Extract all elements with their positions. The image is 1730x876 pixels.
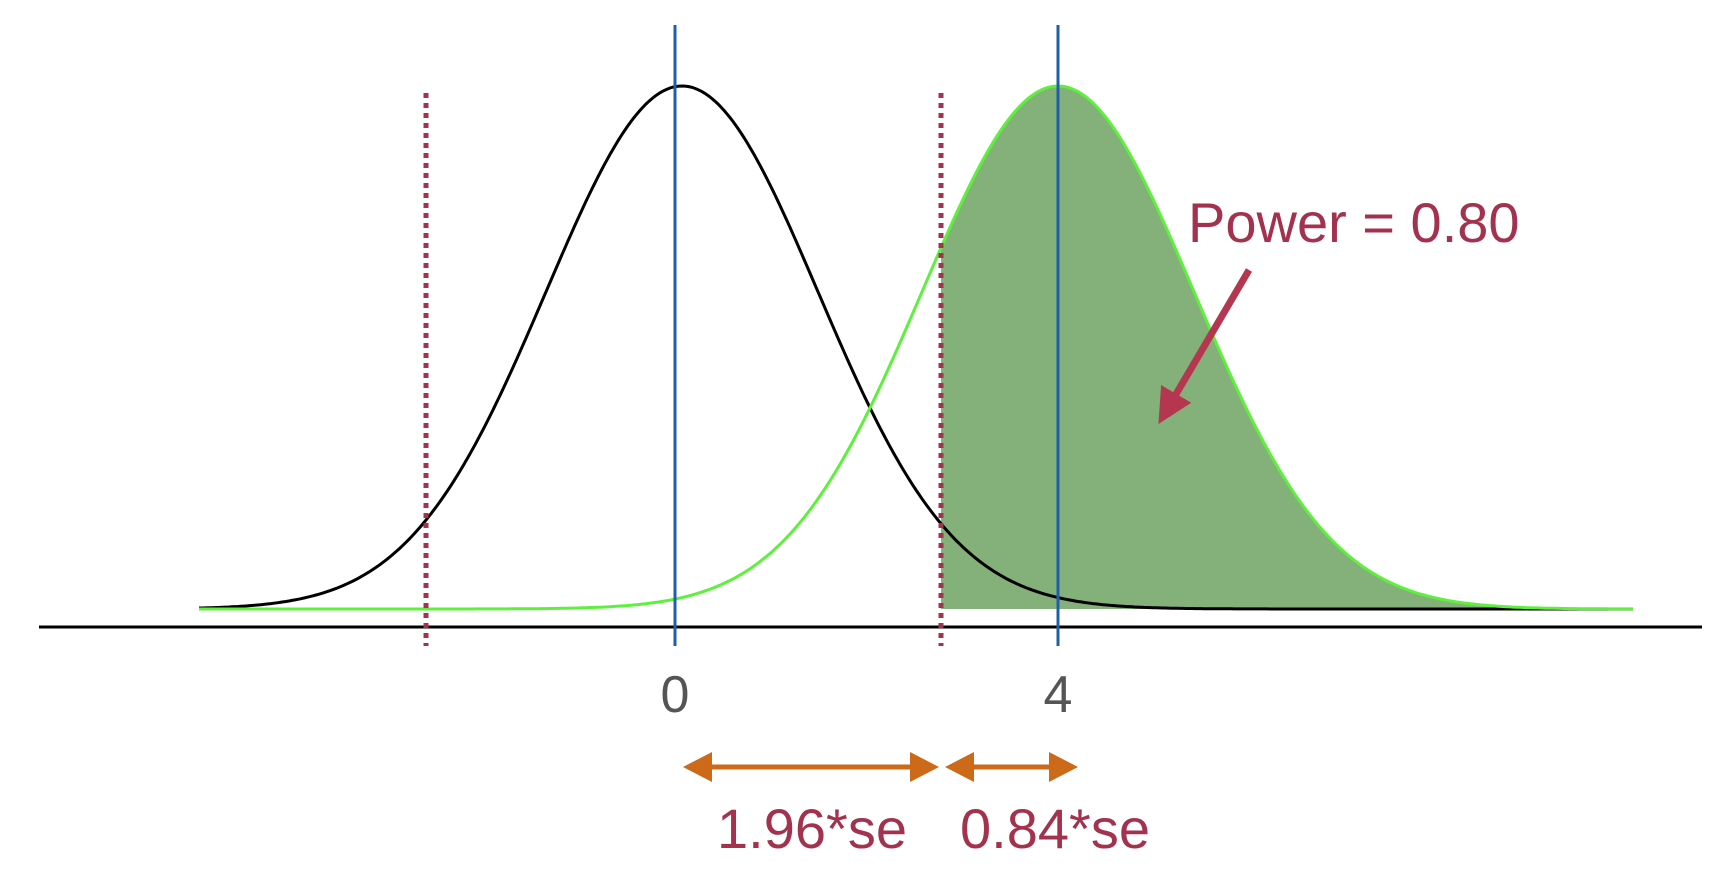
axis-label: 0 — [661, 666, 690, 724]
null-distribution — [199, 84, 1633, 611]
distance-arrows — [683, 752, 1078, 782]
distance-label: 0.84*se — [960, 797, 1150, 860]
alternative-distribution — [199, 84, 1633, 611]
power-region — [941, 86, 1633, 609]
arrow-head — [1049, 752, 1078, 782]
distance-label: 1.96*se — [717, 797, 907, 860]
annotation-arrow — [1158, 268, 1253, 425]
arrow-head — [910, 752, 939, 782]
axis-label: 4 — [1044, 666, 1073, 724]
arrow-head — [683, 752, 712, 782]
arrow-head — [945, 752, 974, 782]
power-annotation: Power = 0.80 — [1188, 191, 1520, 254]
